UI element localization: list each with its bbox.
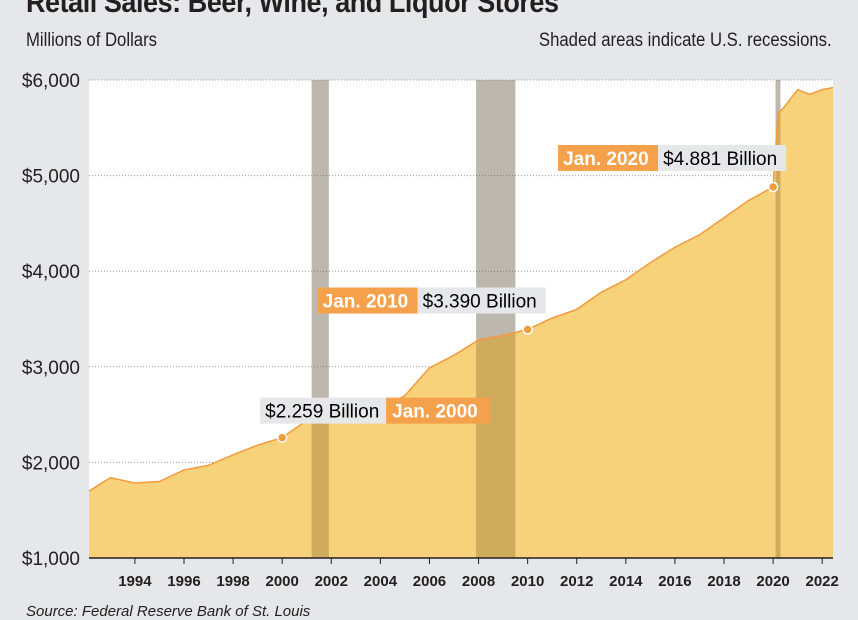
y-tick-label: $4,000 xyxy=(22,262,80,283)
annotation-date-box xyxy=(558,144,659,171)
annotation-date-box xyxy=(317,287,418,314)
x-tick-label: 2014 xyxy=(609,573,643,590)
annotation-value-box xyxy=(658,144,787,171)
annotation-value: $3.390 Billion xyxy=(423,292,537,313)
y-tick-label: $2,000 xyxy=(22,453,80,474)
annotation-point xyxy=(522,324,533,335)
x-tick-label: 1994 xyxy=(118,573,152,590)
y-tick-label: $1,000 xyxy=(22,549,80,570)
recession-band-overlay xyxy=(311,80,329,558)
x-tick-label: 2006 xyxy=(413,573,446,590)
recession-band-overlay xyxy=(476,80,516,558)
annotation-value: $2.259 Billion xyxy=(265,402,379,423)
x-tick-label: 2004 xyxy=(364,573,398,590)
x-tick-label: 2010 xyxy=(511,573,544,590)
x-tick-label: 1998 xyxy=(216,573,249,590)
annotation-date: Jan. 2000 xyxy=(392,402,478,423)
annotation-date-box xyxy=(386,397,491,424)
annotation-value: $4.881 Billion xyxy=(663,149,777,170)
x-tick-label: 2002 xyxy=(315,573,348,590)
annotation-date: Jan. 2010 xyxy=(323,292,409,313)
y-tick-label: $3,000 xyxy=(22,358,80,379)
annotation-value-box xyxy=(260,397,387,424)
y-axis-unit: Millions of Dollars xyxy=(26,30,158,51)
chart-title: Retail Sales: Beer, Wine, and Liquor Sto… xyxy=(26,0,559,19)
recession-note: Shaded areas indicate U.S. recessions. xyxy=(539,30,832,51)
x-tick-label: 1996 xyxy=(167,573,200,590)
recession-band-overlay xyxy=(775,80,781,558)
annotation-point xyxy=(767,181,779,193)
annotation-date: Jan. 2020 xyxy=(563,149,649,170)
x-tick-label: 2000 xyxy=(265,573,298,590)
x-tick-label: 2016 xyxy=(658,573,691,590)
x-tick-label: 2012 xyxy=(560,573,593,590)
x-tick-label: 2018 xyxy=(707,573,740,590)
annotation-point xyxy=(276,432,288,443)
y-tick-label: $6,000 xyxy=(22,71,80,92)
x-tick-label: 2008 xyxy=(462,573,495,590)
y-tick-label: $5,000 xyxy=(22,167,80,188)
annotation-value-box xyxy=(417,287,546,314)
source-note: Source: Federal Reserve Bank of St. Loui… xyxy=(26,603,311,620)
x-tick-label: 2022 xyxy=(806,573,839,590)
x-tick-label: 2020 xyxy=(756,573,789,590)
